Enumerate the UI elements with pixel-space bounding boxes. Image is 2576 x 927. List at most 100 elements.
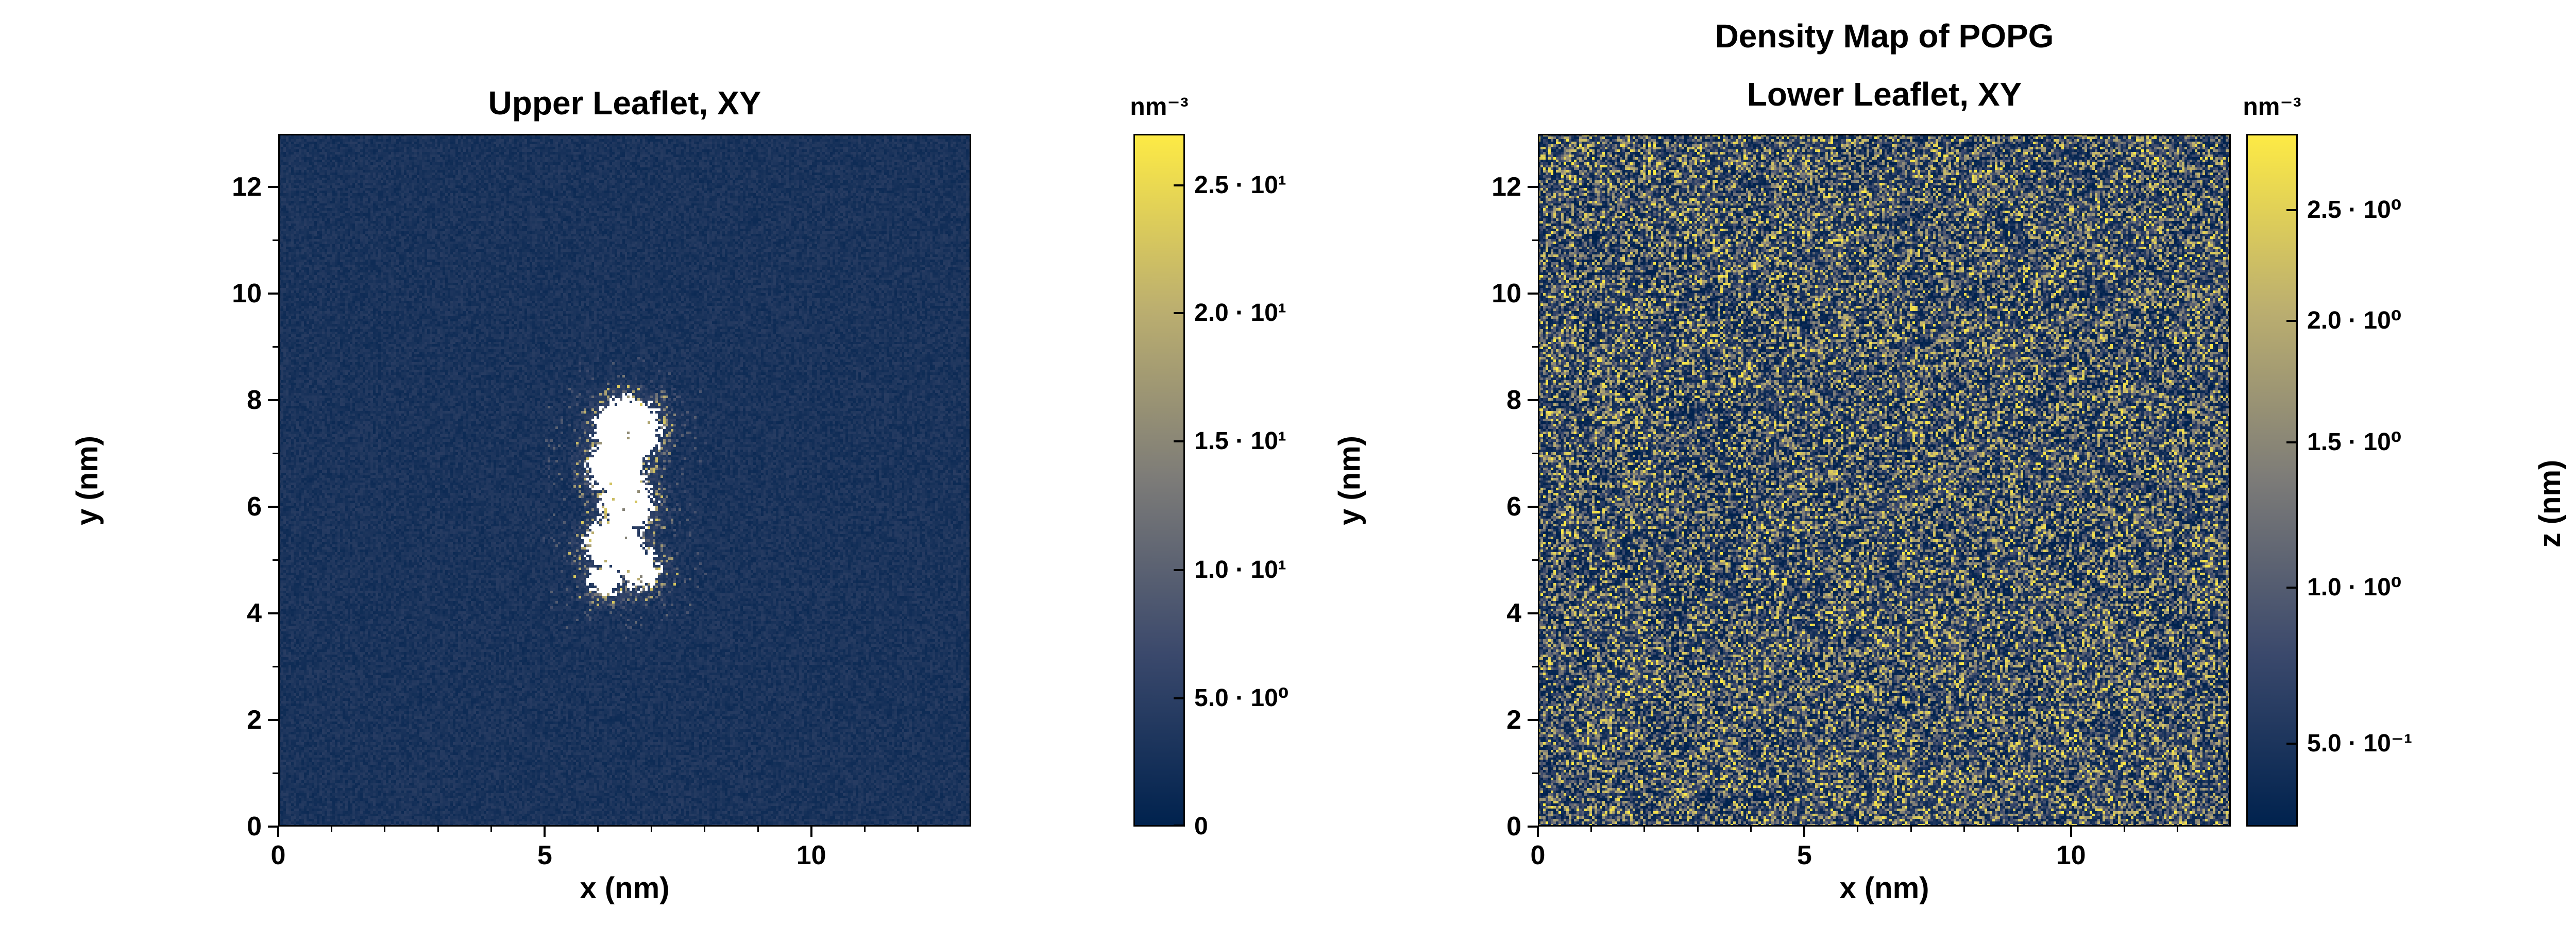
y-tick-label: 4 — [2555, 202, 2576, 231]
colorbar-tick-label: 2.0 · 10¹ — [1194, 299, 1286, 327]
x-minor-tick — [1750, 827, 1752, 832]
y-tick-label: 2 — [1506, 705, 1521, 735]
x-major-tick — [2070, 827, 2072, 837]
y-major-tick — [268, 506, 278, 508]
colorbar-tick-label: 1.0 · 10⁰ — [2307, 573, 2402, 601]
colorbar-tick — [2286, 320, 2297, 322]
y-tick-label: 2 — [2555, 346, 2576, 374]
colorbar-tick-label: 1.5 · 10⁰ — [2307, 428, 2402, 456]
panel-title-lower: Lower Leaflet, XY — [1747, 76, 2022, 113]
y-tick-label: -2 — [2555, 632, 2576, 661]
plot-frame-upper — [278, 134, 971, 827]
y-tick-label: 8 — [247, 385, 262, 416]
y-major-tick — [268, 293, 278, 295]
x-tick-label: 0 — [1530, 840, 1546, 870]
y-minor-tick — [273, 453, 278, 455]
y-major-tick — [1528, 719, 1538, 722]
y-tick-label: 10 — [232, 279, 262, 309]
x-minor-tick — [1590, 827, 1592, 832]
x-minor-tick — [1910, 827, 1912, 832]
colorbar-unit-lower: nm⁻³ — [2243, 93, 2301, 121]
x-minor-tick — [757, 827, 759, 832]
colorbar-tick — [2286, 742, 2297, 745]
colorbar-tick — [2286, 586, 2297, 589]
colorbar-tick-label: 2.5 · 10¹ — [1194, 171, 1286, 199]
colorbar-tick-label: 0 — [1194, 813, 1208, 840]
colorbar-tick — [1174, 569, 1184, 572]
panel-title-upper: Upper Leaflet, XY — [488, 84, 761, 122]
colorbar-tick — [1174, 440, 1184, 443]
y-minor-tick — [1532, 559, 1538, 561]
figure-suptitle: Density Map of POPG — [1715, 18, 2054, 55]
y-major-tick — [1528, 293, 1538, 295]
x-tick-label: 10 — [796, 840, 826, 870]
colorbar-unit-upper: nm⁻³ — [1130, 93, 1189, 121]
y-major-tick — [1528, 506, 1538, 508]
y-minor-tick — [273, 559, 278, 561]
x-minor-tick — [2123, 827, 2125, 832]
x-minor-tick — [863, 827, 866, 832]
y-minor-tick — [1532, 453, 1538, 455]
colorbar-tick-label: 5.0 · 10⁻¹ — [2307, 729, 2413, 757]
y-tick-label: 12 — [1492, 172, 1521, 202]
x-major-tick — [544, 827, 546, 837]
x-minor-tick — [704, 827, 706, 832]
x-minor-tick — [330, 827, 332, 832]
y-major-tick — [268, 612, 278, 615]
y-major-tick — [1528, 612, 1538, 615]
x-minor-tick — [597, 827, 599, 832]
x-major-tick — [1803, 827, 1806, 837]
x-axis-label-upper: x (nm) — [580, 871, 670, 905]
y-tick-label: 10 — [1492, 279, 1521, 309]
colorbar-tick-label: 2.5 · 10⁰ — [2307, 196, 2402, 224]
y-minor-tick — [1532, 772, 1538, 775]
colorbar-tick — [2286, 441, 2297, 443]
y-minor-tick — [273, 666, 278, 668]
x-tick-label: 5 — [1797, 840, 1812, 870]
x-minor-tick — [2177, 827, 2179, 832]
plot-frame-lower — [1538, 134, 2231, 827]
y-major-tick — [1528, 399, 1538, 402]
x-minor-tick — [2016, 827, 2019, 832]
x-axis-label-lower: x (nm) — [1839, 871, 1929, 905]
y-tick-label: 4 — [1506, 598, 1521, 629]
y-tick-label: 12 — [232, 172, 262, 202]
colorbar-lower — [2246, 134, 2298, 827]
x-tick-label: 5 — [537, 840, 552, 870]
y-minor-tick — [273, 346, 278, 348]
x-minor-tick — [917, 827, 919, 832]
x-minor-tick — [1697, 827, 1699, 832]
heatmap-lower-leaflet — [1538, 134, 2231, 827]
y-tick-label: 0 — [247, 812, 262, 842]
x-major-tick — [810, 827, 812, 837]
y-tick-label: 8 — [1506, 385, 1521, 416]
x-minor-tick — [490, 827, 493, 832]
y-tick-label: 0 — [2555, 489, 2576, 518]
colorbar-tick — [1174, 312, 1184, 315]
colorbar-tick-label: 1.5 · 10¹ — [1194, 427, 1286, 455]
y-major-tick — [268, 186, 278, 188]
y-major-tick — [1528, 186, 1538, 188]
y-minor-tick — [1532, 239, 1538, 242]
x-minor-tick — [1857, 827, 1859, 832]
x-tick-label: 0 — [270, 840, 286, 870]
y-tick-label: -4 — [2555, 776, 2576, 805]
colorbar-tick — [1174, 825, 1184, 827]
y-major-tick — [268, 719, 278, 722]
x-minor-tick — [384, 827, 386, 832]
y-tick-label: 2 — [247, 705, 262, 735]
y-major-tick — [268, 399, 278, 402]
y-tick-label: 6 — [1506, 492, 1521, 522]
x-minor-tick — [650, 827, 652, 832]
colorbar-tick-label: 5.0 · 10⁰ — [1194, 684, 1289, 712]
y-minor-tick — [273, 239, 278, 242]
y-tick-label: 4 — [247, 598, 262, 629]
colorbar-tick — [2286, 209, 2297, 211]
x-major-tick — [1537, 827, 1539, 837]
y-minor-tick — [273, 772, 278, 775]
y-major-tick — [268, 826, 278, 828]
